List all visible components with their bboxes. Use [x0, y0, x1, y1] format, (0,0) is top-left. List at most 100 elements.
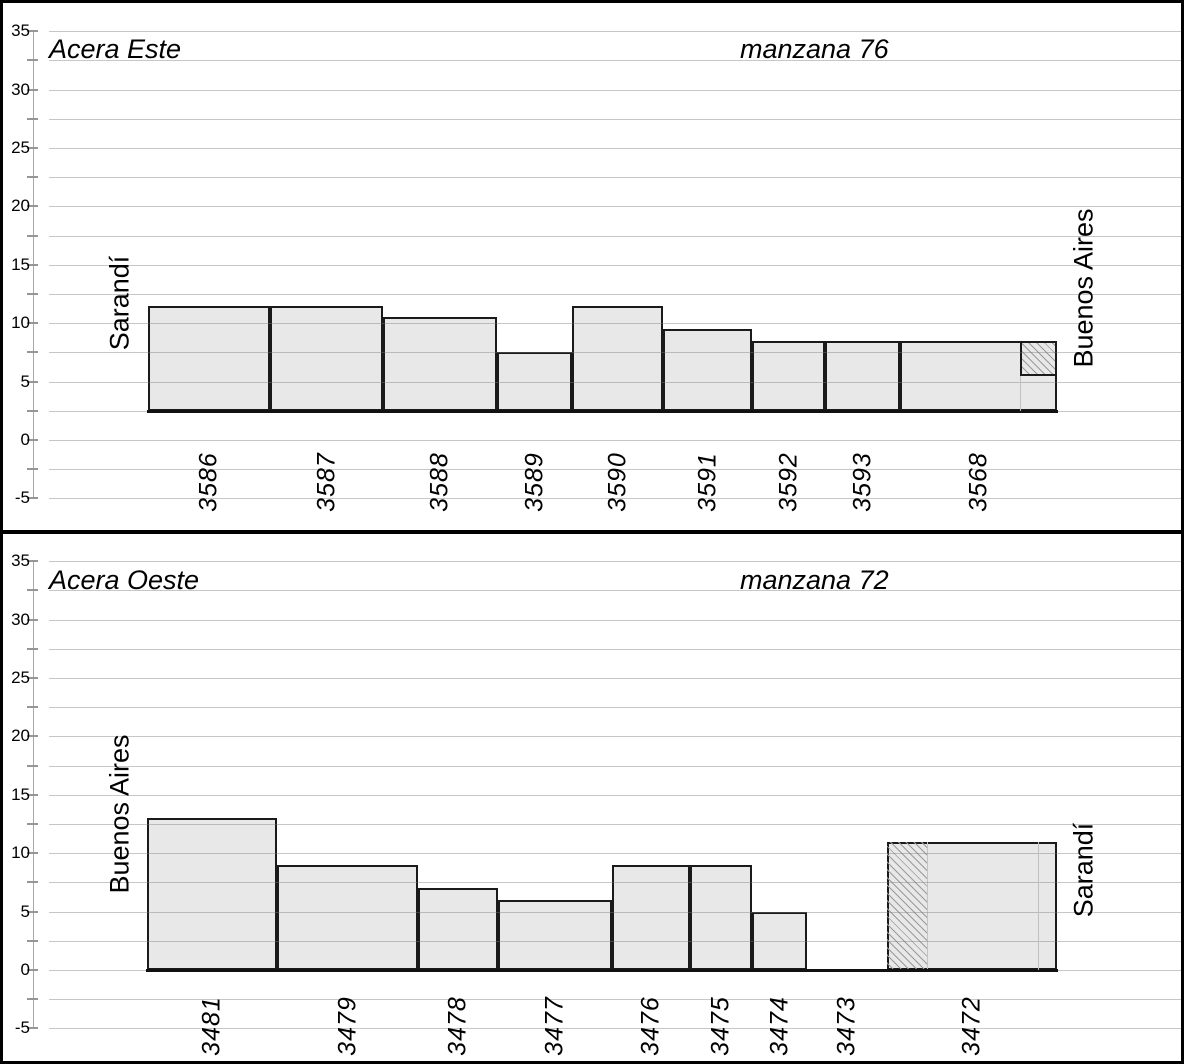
- parcel-number-label: 3476: [636, 996, 665, 1056]
- gridline: [49, 323, 1181, 325]
- parcel-number-label: 3589: [520, 452, 548, 512]
- parcel-number-label: 3586: [194, 452, 223, 512]
- y-axis-tick: [27, 409, 38, 412]
- block-label: manzana 76: [740, 34, 889, 64]
- gridline: [49, 911, 1181, 913]
- parcel-number-label: 3477: [540, 996, 569, 1056]
- parcel-number-label: 3588: [425, 452, 454, 512]
- parcel-number-label: 3587: [312, 452, 340, 512]
- building-bar: [612, 864, 690, 970]
- gridline: [49, 590, 1181, 592]
- y-axis-tick: [27, 30, 38, 33]
- y-axis-label: -5: [14, 488, 30, 508]
- gridline: [49, 118, 1181, 120]
- y-axis-label: 10: [11, 843, 30, 863]
- y-axis-tick: [27, 735, 38, 738]
- hatched-parcel-area: [887, 841, 928, 970]
- y-axis-tick: [27, 351, 38, 354]
- gridline: [49, 498, 1181, 500]
- parcel-number-label: 3475: [706, 996, 735, 1056]
- gridline: [49, 561, 1181, 563]
- building-bar: [752, 911, 807, 970]
- y-axis-label: 5: [20, 371, 30, 391]
- y-axis-tick: [27, 205, 38, 208]
- street-name-left: Buenos Aires: [104, 734, 135, 894]
- gridline: [49, 235, 1181, 237]
- gridline: [49, 469, 1181, 471]
- y-axis-tick: [27, 322, 38, 325]
- y-axis-label: 20: [11, 726, 30, 746]
- parcel-divider-line: [1038, 841, 1039, 970]
- building-bar: [663, 329, 752, 411]
- parcel-number-label: 3591: [693, 452, 721, 512]
- y-axis-tick: [27, 589, 38, 592]
- gridline: [49, 648, 1181, 650]
- y-axis-tick: [27, 439, 38, 441]
- ground-baseline: [146, 969, 1058, 972]
- panel-acera-oeste: Acera Oeste manzana 72 35 30 25 20 15 10 5 0 -5 3…: [3, 532, 1181, 1061]
- parcel-number-label: 3472: [957, 996, 986, 1056]
- building-bar: [147, 818, 277, 970]
- gridline: [49, 60, 1181, 62]
- building-bar: [825, 340, 900, 411]
- y-axis-tick: [27, 117, 38, 120]
- parcel-number-label: 3592: [774, 452, 802, 512]
- y-axis-tick: [27, 88, 38, 91]
- y-axis-tick: [27, 881, 38, 884]
- y-axis-label: 10: [11, 313, 30, 333]
- y-axis-tick: [27, 263, 38, 266]
- street-name-right: Sarandí: [1068, 822, 1099, 918]
- gridline: [49, 707, 1181, 709]
- y-axis-tick: [27, 823, 38, 825]
- y-axis-tick: [27, 380, 38, 383]
- y-axis-tick: [27, 764, 38, 767]
- y-axis-label: 5: [20, 901, 30, 921]
- building-bar: [752, 340, 825, 411]
- gridline: [49, 89, 1181, 91]
- gridline: [49, 440, 1181, 441]
- y-axis-label: 30: [11, 79, 30, 99]
- gridline: [49, 940, 1181, 942]
- building-bar: [690, 864, 752, 970]
- y-axis-label: 25: [11, 138, 30, 157]
- gridline: [49, 294, 1181, 295]
- y-axis-tick: [27, 468, 38, 471]
- y-axis-tick: [27, 618, 38, 621]
- parcel-number-label: 3479: [333, 996, 361, 1056]
- building-bar: [270, 305, 383, 411]
- ground-baseline: [147, 409, 1058, 413]
- gridline: [49, 824, 1181, 825]
- gridline: [49, 882, 1181, 884]
- street-name-right: Buenos Aires: [1068, 208, 1099, 368]
- building-bar: [277, 864, 418, 970]
- parcel-number-label: 3473: [832, 996, 861, 1056]
- parcel-number-label: 3593: [848, 452, 876, 512]
- y-axis-tick: [27, 647, 38, 650]
- y-axis-tick: [27, 176, 38, 179]
- parcel-number-label: 3478: [443, 996, 472, 1056]
- building-bar: [497, 352, 572, 411]
- y-axis-tick: [27, 910, 38, 913]
- y-axis-tick: [27, 560, 38, 563]
- panel-title: Acera Oeste: [49, 565, 200, 595]
- gridline: [49, 619, 1181, 621]
- gridline: [49, 264, 1181, 266]
- y-axis-label: 35: [11, 21, 30, 41]
- gridline: [49, 1028, 1181, 1030]
- gridline: [49, 678, 1181, 679]
- panel-title: Acera Este: [49, 34, 182, 64]
- parcel-divider-line: [1020, 375, 1021, 411]
- block-label: manzana 72: [740, 565, 889, 595]
- gridline: [49, 999, 1181, 1001]
- gridline: [49, 206, 1181, 208]
- y-axis-label: 0: [20, 960, 30, 979]
- panel-acera-este: Acera Este manzana 76 35 30 25 20 15 10 5 0 -5 35…: [3, 3, 1181, 532]
- y-axis-label: 20: [11, 196, 30, 216]
- y-axis-tick: [27, 969, 38, 971]
- y-axis-tick: [27, 147, 38, 149]
- y-axis-tick: [27, 293, 38, 295]
- hatched-parcel-area: [1020, 340, 1057, 376]
- y-axis-tick: [27, 939, 38, 942]
- y-axis-label: 30: [11, 609, 30, 629]
